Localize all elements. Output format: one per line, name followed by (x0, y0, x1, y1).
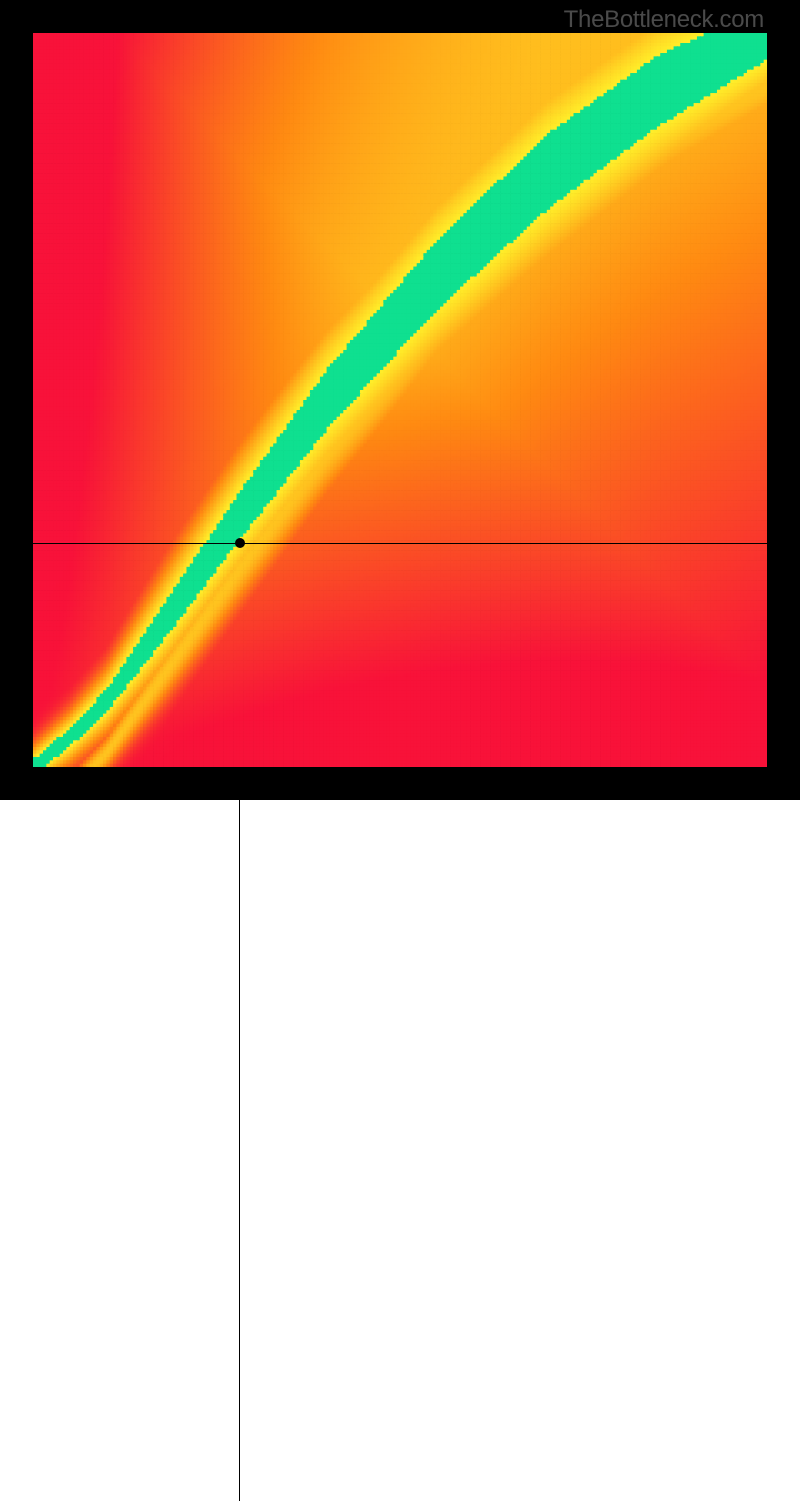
crosshair-vertical (239, 767, 240, 1501)
bottleneck-heatmap-canvas (33, 33, 767, 767)
chart-outer-frame (0, 0, 800, 800)
heatmap-plot-area (33, 33, 767, 767)
selection-marker-dot (235, 538, 245, 548)
crosshair-horizontal (33, 543, 767, 544)
watermark-label: TheBottleneck.com (564, 6, 764, 34)
